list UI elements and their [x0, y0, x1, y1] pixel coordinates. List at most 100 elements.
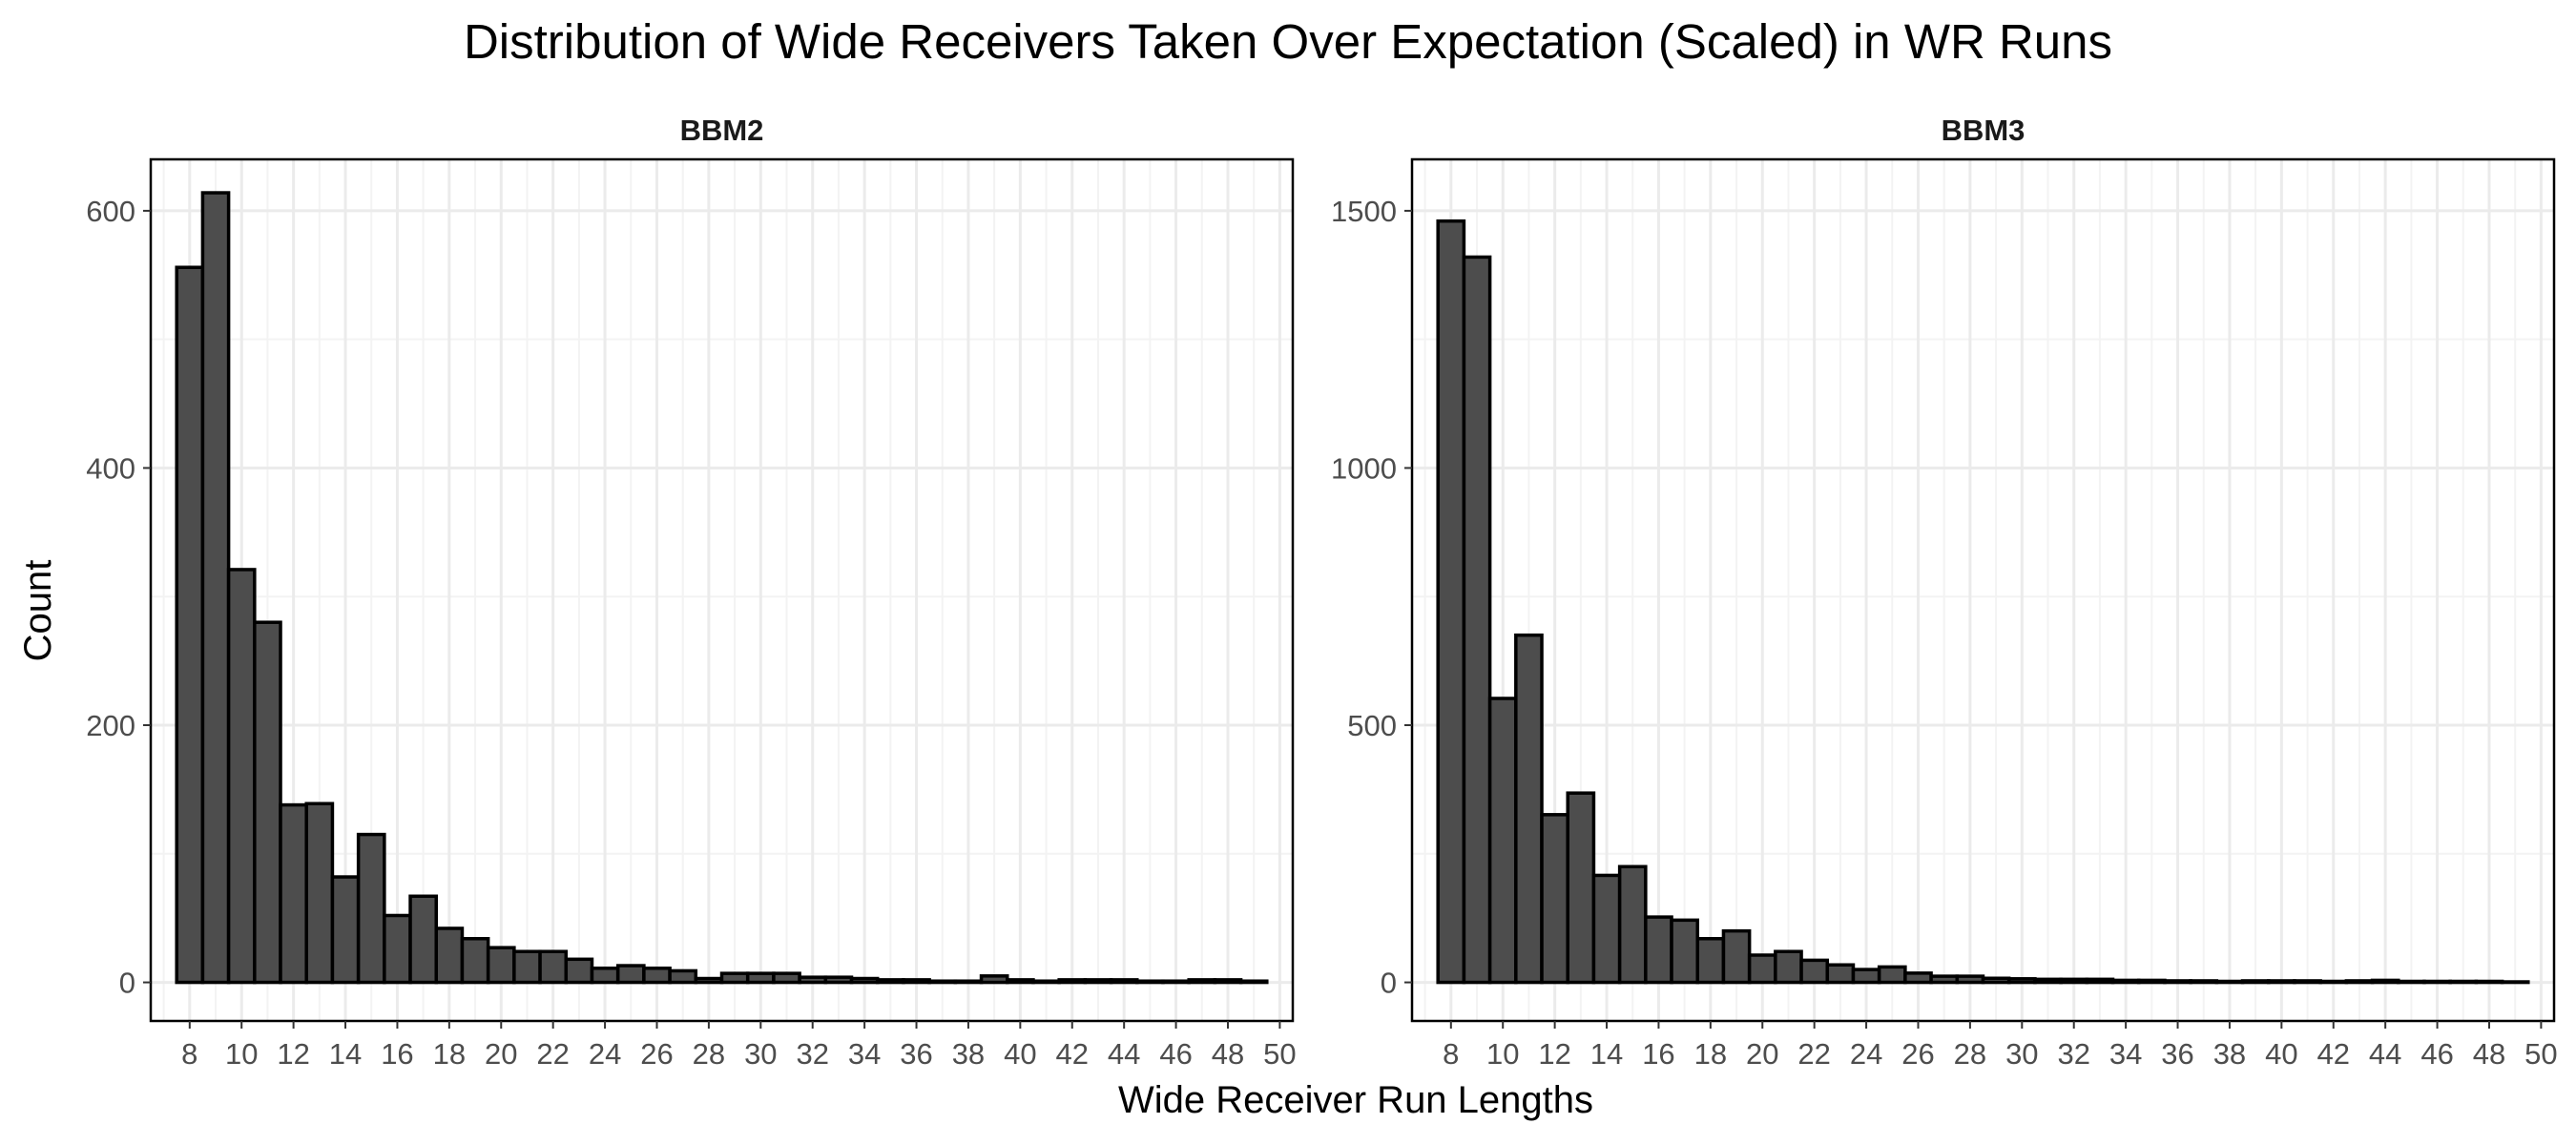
bar	[2006, 977, 2037, 985]
bar	[1799, 958, 1830, 985]
bar	[1213, 978, 1243, 985]
bar	[2422, 979, 2452, 985]
x-tick-label: 14	[329, 1037, 362, 1071]
bar	[279, 802, 308, 985]
x-tick-label: 50	[1263, 1037, 1296, 1071]
bar	[1135, 979, 1165, 985]
bar	[460, 936, 490, 985]
bar	[564, 957, 594, 985]
y-tick-label: 1500	[1331, 195, 1397, 228]
y-tick-label: 200	[86, 709, 135, 742]
x-tick-label: 10	[1486, 1037, 1519, 1071]
y-tick-label: 0	[1381, 967, 1397, 1000]
x-tick-label: 30	[744, 1037, 777, 1071]
bar	[304, 802, 335, 985]
x-tick-label: 30	[2005, 1037, 2038, 1071]
bar	[408, 894, 438, 985]
x-tick-label: 42	[1056, 1037, 1089, 1071]
y-tick-label: 400	[86, 451, 135, 485]
bar	[2189, 979, 2219, 985]
bar	[1774, 949, 1803, 985]
bar	[1031, 979, 1061, 985]
bar	[200, 191, 231, 985]
y-tick-label: 0	[119, 967, 135, 1000]
x-tick-label: 8	[181, 1037, 197, 1071]
x-tick-label: 16	[1642, 1037, 1674, 1071]
bar	[2163, 979, 2192, 985]
x-tick-label: 28	[693, 1037, 725, 1071]
y-tick-label: 600	[86, 195, 135, 228]
bar	[823, 975, 854, 985]
bar	[2110, 978, 2141, 985]
bar	[2474, 979, 2504, 985]
x-tick-label: 40	[1004, 1037, 1036, 1071]
bar	[979, 974, 1009, 985]
bar	[226, 568, 257, 985]
x-tick-label: 44	[2369, 1037, 2401, 1071]
bar	[1903, 971, 1933, 985]
panel-bbm2: BBM2 0 200 400 600 8 10 12 14 16 18 20 22 24 26 28 30 32 3…	[86, 114, 1296, 1071]
x-tick-label: 14	[1590, 1037, 1623, 1071]
x-tick-label: 36	[2161, 1037, 2193, 1071]
panel-title: BBM3	[1942, 114, 2025, 147]
x-tick-label: 32	[796, 1037, 828, 1071]
bar	[383, 913, 412, 985]
bar	[1670, 918, 1699, 985]
bar	[2059, 977, 2089, 985]
bar	[1109, 978, 1139, 985]
x-tick-label: 22	[1797, 1037, 1830, 1071]
bar	[1721, 928, 1752, 985]
bar	[1851, 968, 1881, 985]
bar	[2500, 980, 2530, 985]
x-tick-label: 18	[1694, 1037, 1727, 1071]
x-tick-label: 12	[1538, 1037, 1570, 1071]
x-tick-label: 48	[1212, 1037, 1244, 1071]
bar	[849, 976, 880, 985]
bar	[1955, 974, 1985, 985]
x-tick-label: 10	[225, 1037, 258, 1071]
x-tick-label: 24	[1850, 1037, 1882, 1071]
bar	[253, 620, 282, 985]
bar	[1644, 915, 1673, 985]
x-tick-label: 42	[2317, 1037, 2350, 1071]
x-tick-label: 48	[2473, 1037, 2505, 1071]
x-tick-label: 28	[1954, 1037, 1986, 1071]
bar	[330, 875, 361, 985]
bar	[1591, 873, 1622, 985]
bar	[1436, 219, 1466, 985]
bar	[2136, 978, 2167, 985]
bar	[2318, 979, 2349, 985]
x-tick-label: 20	[1746, 1037, 1778, 1071]
bar	[1083, 978, 1113, 985]
bar	[2370, 978, 2400, 985]
bar	[1747, 953, 1777, 985]
x-tick-label: 46	[1159, 1037, 1192, 1071]
bar	[2214, 979, 2245, 985]
x-axis-label: Wide Receiver Run Lengths	[1117, 1079, 1594, 1121]
bar	[1487, 697, 1518, 985]
bar	[798, 975, 828, 985]
x-tick-label: 32	[2057, 1037, 2089, 1071]
x-tick-label: 40	[2265, 1037, 2297, 1071]
bar	[2267, 979, 2296, 985]
x-tick-label: 8	[1443, 1037, 1459, 1071]
panel-bbm3: BBM3 0 500 1000 1500 8 10 12 14 16 18 20 22 24 26 28 30 3…	[1331, 114, 2558, 1071]
bar	[2344, 979, 2375, 985]
bar	[2448, 979, 2479, 985]
bar	[772, 971, 801, 985]
bar	[2085, 977, 2115, 985]
bar	[1566, 791, 1596, 985]
x-tick-label: 20	[485, 1037, 517, 1071]
bar	[2397, 979, 2426, 985]
bar	[2033, 977, 2063, 985]
bar	[1929, 974, 1960, 985]
bar	[1057, 978, 1088, 985]
x-tick-label: 34	[848, 1037, 881, 1071]
x-tick-label: 24	[589, 1037, 621, 1071]
bar	[1825, 963, 1856, 985]
bar	[1161, 979, 1191, 985]
x-tick-label: 50	[2524, 1037, 2557, 1071]
x-tick-label: 26	[640, 1037, 673, 1071]
panel-border	[149, 157, 1295, 1023]
